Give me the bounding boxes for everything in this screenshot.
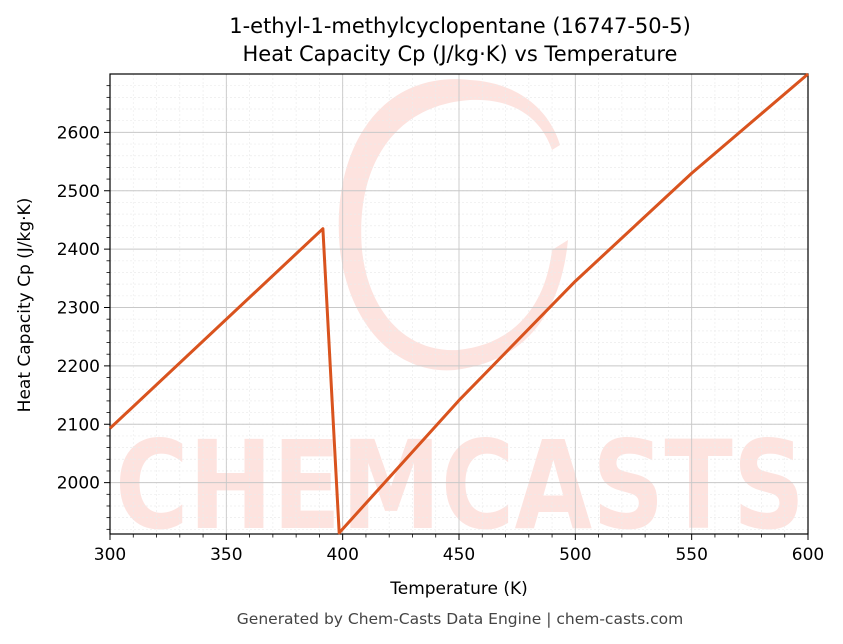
axis-ticks: 300 350 400 450 500 550 600 2000 2100 2200 2300 240… <box>57 85 824 565</box>
y-tick-label: 2300 <box>57 299 100 319</box>
x-tick-label: 500 <box>559 545 591 565</box>
x-tick-label: 300 <box>94 545 126 565</box>
y-tick-label: 2600 <box>57 123 100 143</box>
y-tick-label: 2000 <box>57 474 100 494</box>
x-tick-label: 450 <box>443 545 475 565</box>
x-tick-label: 550 <box>675 545 707 565</box>
watermark-text: CHEMCASTS <box>115 415 805 557</box>
y-axis-label: Heat Capacity Cp (J/kg·K) <box>15 198 35 413</box>
y-tick-label: 2200 <box>57 357 100 377</box>
x-tick-label: 600 <box>792 545 824 565</box>
x-tick-label: 400 <box>326 545 358 565</box>
footer-credit: Generated by Chem-Casts Data Engine | ch… <box>237 610 683 628</box>
y-tick-label: 2500 <box>57 182 100 202</box>
y-tick-label: 2100 <box>57 415 100 435</box>
x-tick-label: 350 <box>210 545 242 565</box>
x-axis-label: Temperature (K) <box>389 579 528 599</box>
series-layer <box>108 72 809 535</box>
watermark-swirl <box>338 79 568 371</box>
major-grid <box>110 74 808 534</box>
series-line <box>108 72 809 535</box>
y-tick-label: 2400 <box>57 240 100 260</box>
watermark: CHEMCASTS <box>115 79 805 557</box>
chart-title-line-1: 1-ethyl-1-methylcyclopentane (16747-50-5… <box>229 14 691 38</box>
chart-title-line-2: Heat Capacity Cp (J/kg·K) vs Temperature <box>243 42 678 66</box>
